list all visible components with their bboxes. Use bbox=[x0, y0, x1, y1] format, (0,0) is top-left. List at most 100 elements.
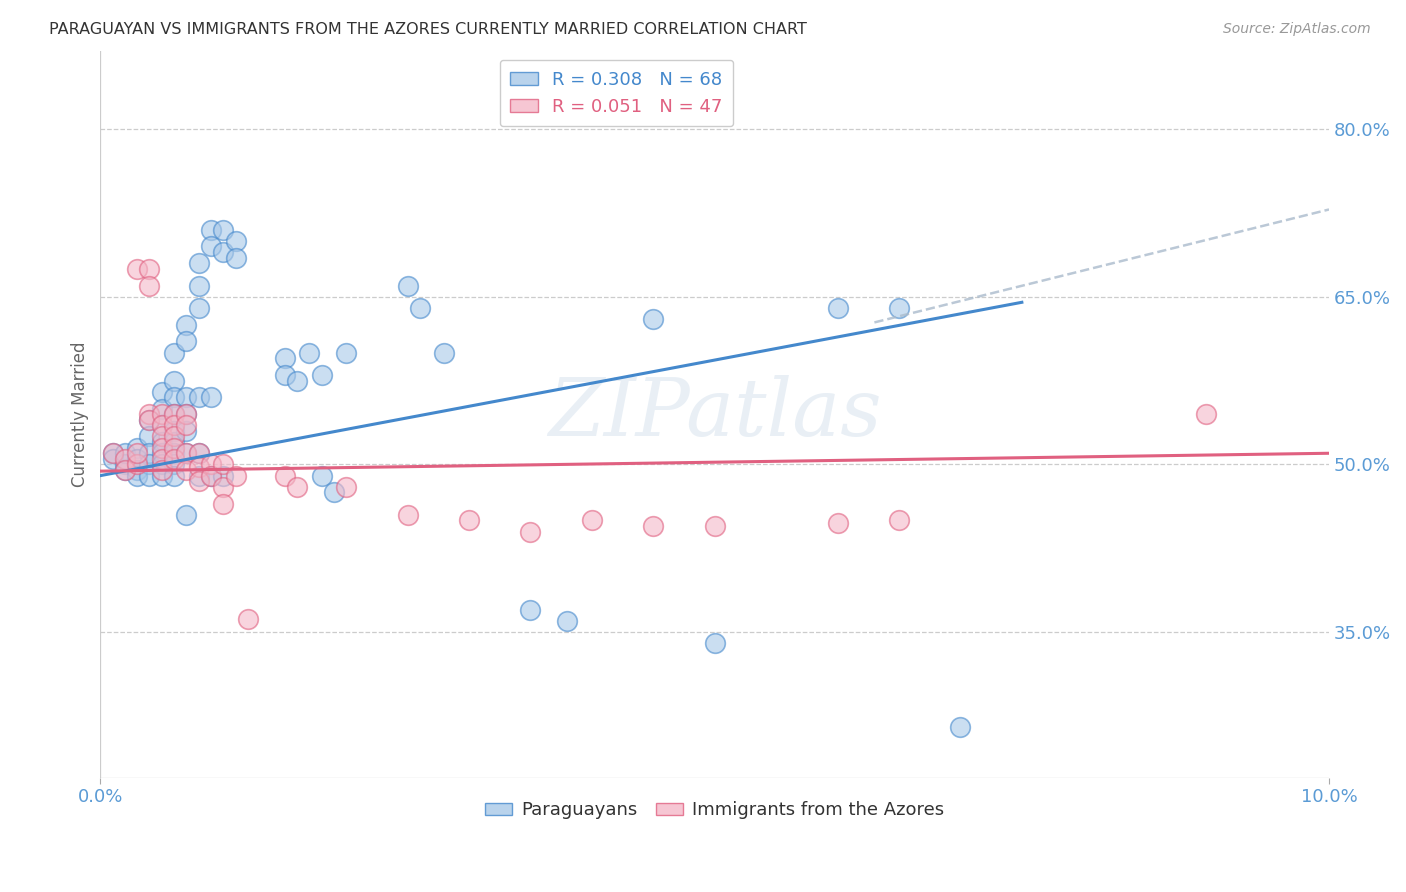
Point bbox=[163, 407, 186, 421]
Point bbox=[322, 485, 344, 500]
Point bbox=[127, 451, 149, 466]
Point bbox=[224, 468, 246, 483]
Point bbox=[138, 413, 160, 427]
Point bbox=[150, 418, 173, 433]
Point bbox=[176, 334, 198, 349]
Point bbox=[138, 261, 160, 276]
Point bbox=[519, 603, 541, 617]
Point bbox=[127, 446, 149, 460]
Point bbox=[273, 351, 295, 366]
Point bbox=[163, 418, 186, 433]
Point bbox=[187, 278, 209, 293]
Point bbox=[949, 720, 972, 734]
Point bbox=[187, 390, 209, 404]
Point bbox=[1195, 407, 1218, 421]
Point bbox=[138, 458, 160, 472]
Point bbox=[150, 401, 173, 416]
Point bbox=[176, 318, 198, 332]
Point bbox=[212, 244, 235, 259]
Point bbox=[200, 458, 222, 472]
Point bbox=[581, 513, 603, 527]
Point bbox=[163, 451, 186, 466]
Point bbox=[200, 239, 222, 253]
Point bbox=[150, 429, 173, 443]
Point bbox=[212, 497, 235, 511]
Point bbox=[127, 468, 149, 483]
Point bbox=[163, 424, 186, 438]
Point bbox=[163, 435, 186, 450]
Point bbox=[150, 451, 173, 466]
Point bbox=[703, 519, 725, 533]
Point bbox=[150, 463, 173, 477]
Text: Source: ZipAtlas.com: Source: ZipAtlas.com bbox=[1223, 22, 1371, 37]
Point bbox=[396, 278, 419, 293]
Point bbox=[163, 446, 186, 460]
Point bbox=[138, 468, 160, 483]
Point bbox=[163, 429, 186, 443]
Point bbox=[138, 413, 160, 427]
Point bbox=[212, 480, 235, 494]
Point bbox=[224, 234, 246, 248]
Point bbox=[150, 446, 173, 460]
Point bbox=[396, 508, 419, 522]
Point bbox=[176, 446, 198, 460]
Point bbox=[643, 312, 665, 326]
Point bbox=[887, 513, 910, 527]
Point bbox=[101, 446, 124, 460]
Point bbox=[887, 301, 910, 315]
Y-axis label: Currently Married: Currently Married bbox=[72, 342, 89, 487]
Point bbox=[150, 407, 173, 421]
Point bbox=[273, 468, 295, 483]
Point bbox=[163, 468, 186, 483]
Point bbox=[114, 458, 136, 472]
Point bbox=[150, 458, 173, 472]
Point bbox=[285, 374, 308, 388]
Point bbox=[176, 508, 198, 522]
Point bbox=[150, 441, 173, 455]
Point bbox=[212, 458, 235, 472]
Point bbox=[138, 429, 160, 443]
Point bbox=[176, 424, 198, 438]
Point bbox=[138, 407, 160, 421]
Point bbox=[187, 468, 209, 483]
Point bbox=[519, 524, 541, 539]
Point bbox=[101, 446, 124, 460]
Legend: Paraguayans, Immigrants from the Azores: Paraguayans, Immigrants from the Azores bbox=[478, 794, 952, 827]
Point bbox=[458, 513, 481, 527]
Point bbox=[187, 446, 209, 460]
Point bbox=[127, 463, 149, 477]
Point bbox=[187, 474, 209, 488]
Point bbox=[285, 480, 308, 494]
Point bbox=[335, 345, 357, 359]
Point bbox=[150, 435, 173, 450]
Point bbox=[176, 407, 198, 421]
Point bbox=[163, 374, 186, 388]
Point bbox=[827, 301, 849, 315]
Point bbox=[114, 463, 136, 477]
Point bbox=[187, 301, 209, 315]
Point bbox=[224, 251, 246, 265]
Point bbox=[114, 463, 136, 477]
Point bbox=[176, 463, 198, 477]
Point bbox=[212, 468, 235, 483]
Point bbox=[212, 222, 235, 236]
Point bbox=[311, 468, 333, 483]
Point bbox=[150, 468, 173, 483]
Point bbox=[298, 345, 321, 359]
Point bbox=[101, 451, 124, 466]
Point bbox=[176, 407, 198, 421]
Point bbox=[127, 458, 149, 472]
Point bbox=[409, 301, 432, 315]
Point bbox=[643, 519, 665, 533]
Point bbox=[827, 516, 849, 530]
Point bbox=[200, 222, 222, 236]
Point bbox=[163, 458, 186, 472]
Point bbox=[127, 261, 149, 276]
Point bbox=[187, 256, 209, 270]
Point bbox=[114, 451, 136, 466]
Point bbox=[150, 384, 173, 399]
Point bbox=[127, 441, 149, 455]
Point bbox=[176, 418, 198, 433]
Point bbox=[163, 390, 186, 404]
Point bbox=[200, 468, 222, 483]
